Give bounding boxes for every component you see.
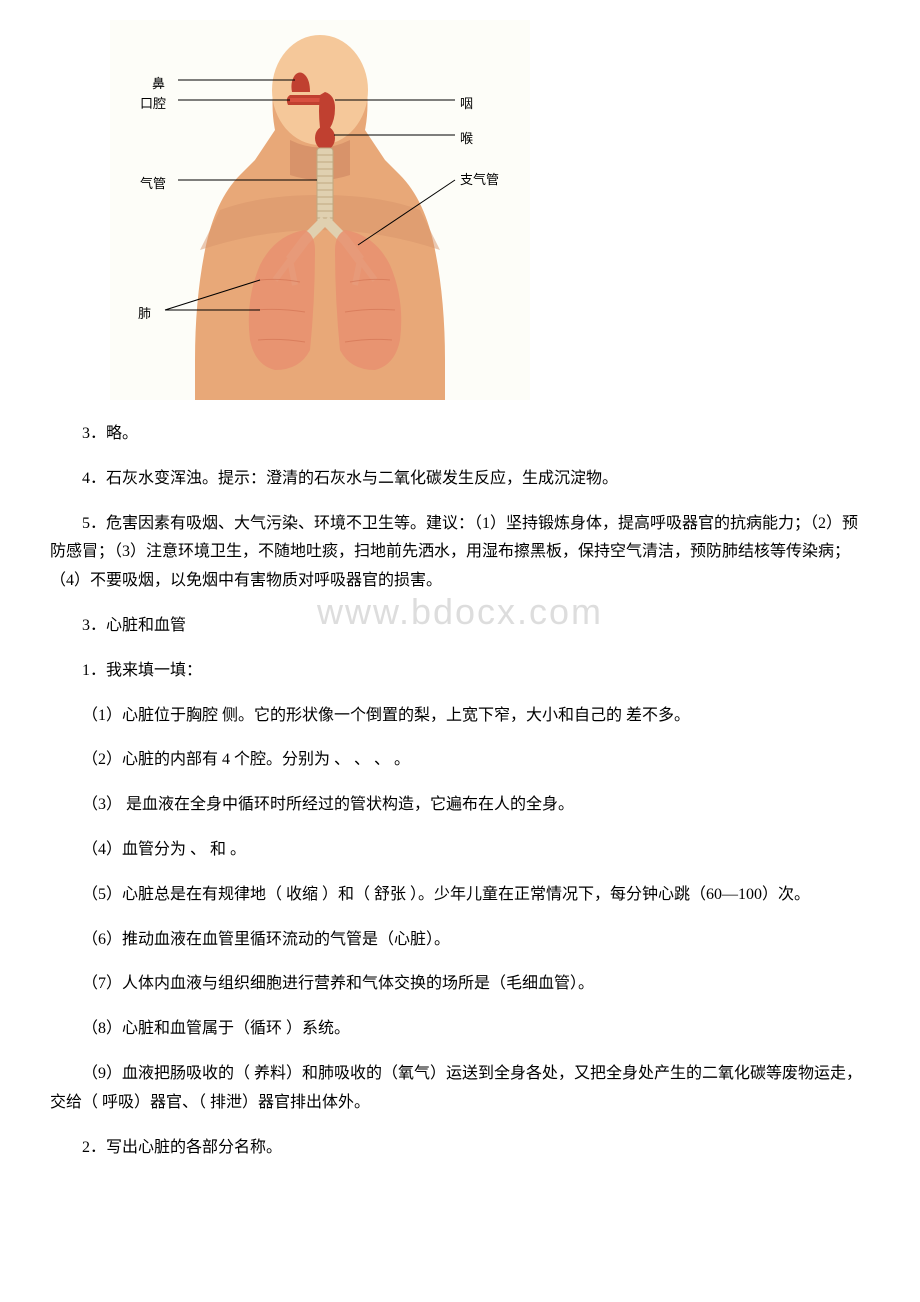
fill-item-1: （1）心脏位于胸腔 侧。它的形状像一个倒置的梨，上宽下窄，大小和自己的 差不多。 bbox=[50, 702, 870, 731]
fill-item-5: （5）心脏总是在有规律地（ 收缩 ）和（ 舒张 ）。少年儿童在正常情况下，每分钟… bbox=[50, 881, 870, 910]
question-1-title: 1．我来填一填： bbox=[50, 657, 870, 686]
fill-item-2: （2）心脏的内部有 4 个腔。分别为 、 、 、 。 bbox=[50, 746, 870, 775]
label-larynx: 喉 bbox=[460, 127, 473, 150]
fill-item-8: （8）心脏和血管属于（循环 ）系统。 bbox=[50, 1015, 870, 1044]
respiratory-diagram: 鼻 口腔 咽 喉 气管 支气管 肺 bbox=[110, 20, 530, 400]
fill-item-4: （4）血管分为 、 和 。 bbox=[50, 836, 870, 865]
fill-item-9: （9）血液把肠吸收的（ 养料）和肺吸收的（氧气）运送到全身各处，又把全身处产生的… bbox=[50, 1060, 870, 1118]
body-anatomy-svg bbox=[110, 20, 530, 400]
document-content: 鼻 口腔 咽 喉 气管 支气管 肺 3．略。 4．石灰水变浑浊。提示：澄清的石灰… bbox=[50, 20, 870, 1162]
fill-item-3: （3） 是血液在全身中循环时所经过的管状构造，它遍布在人的全身。 bbox=[50, 791, 870, 820]
question-2: 2．写出心脏的各部分名称。 bbox=[50, 1134, 870, 1163]
section-3-title: 3．心脏和血管 bbox=[50, 612, 870, 641]
label-lung: 肺 bbox=[138, 302, 151, 325]
label-trachea: 气管 bbox=[140, 172, 166, 195]
answer-3: 3．略。 bbox=[50, 420, 870, 449]
label-pharynx: 咽 bbox=[460, 92, 473, 115]
fill-item-7: （7）人体内血液与组织细胞进行营养和气体交换的场所是（毛细血管）。 bbox=[50, 970, 870, 999]
label-bronchus: 支气管 bbox=[460, 168, 499, 191]
answer-4: 4．石灰水变浑浊。提示：澄清的石灰水与二氧化碳发生反应，生成沉淀物。 bbox=[50, 465, 870, 494]
fill-item-6: （6）推动血液在血管里循环流动的气管是（心脏）。 bbox=[50, 926, 870, 955]
answer-5: 5．危害因素有吸烟、大气污染、环境不卫生等。建议：（1）坚持锻炼身体，提高呼吸器… bbox=[50, 510, 870, 596]
label-mouth: 口腔 bbox=[140, 92, 166, 115]
